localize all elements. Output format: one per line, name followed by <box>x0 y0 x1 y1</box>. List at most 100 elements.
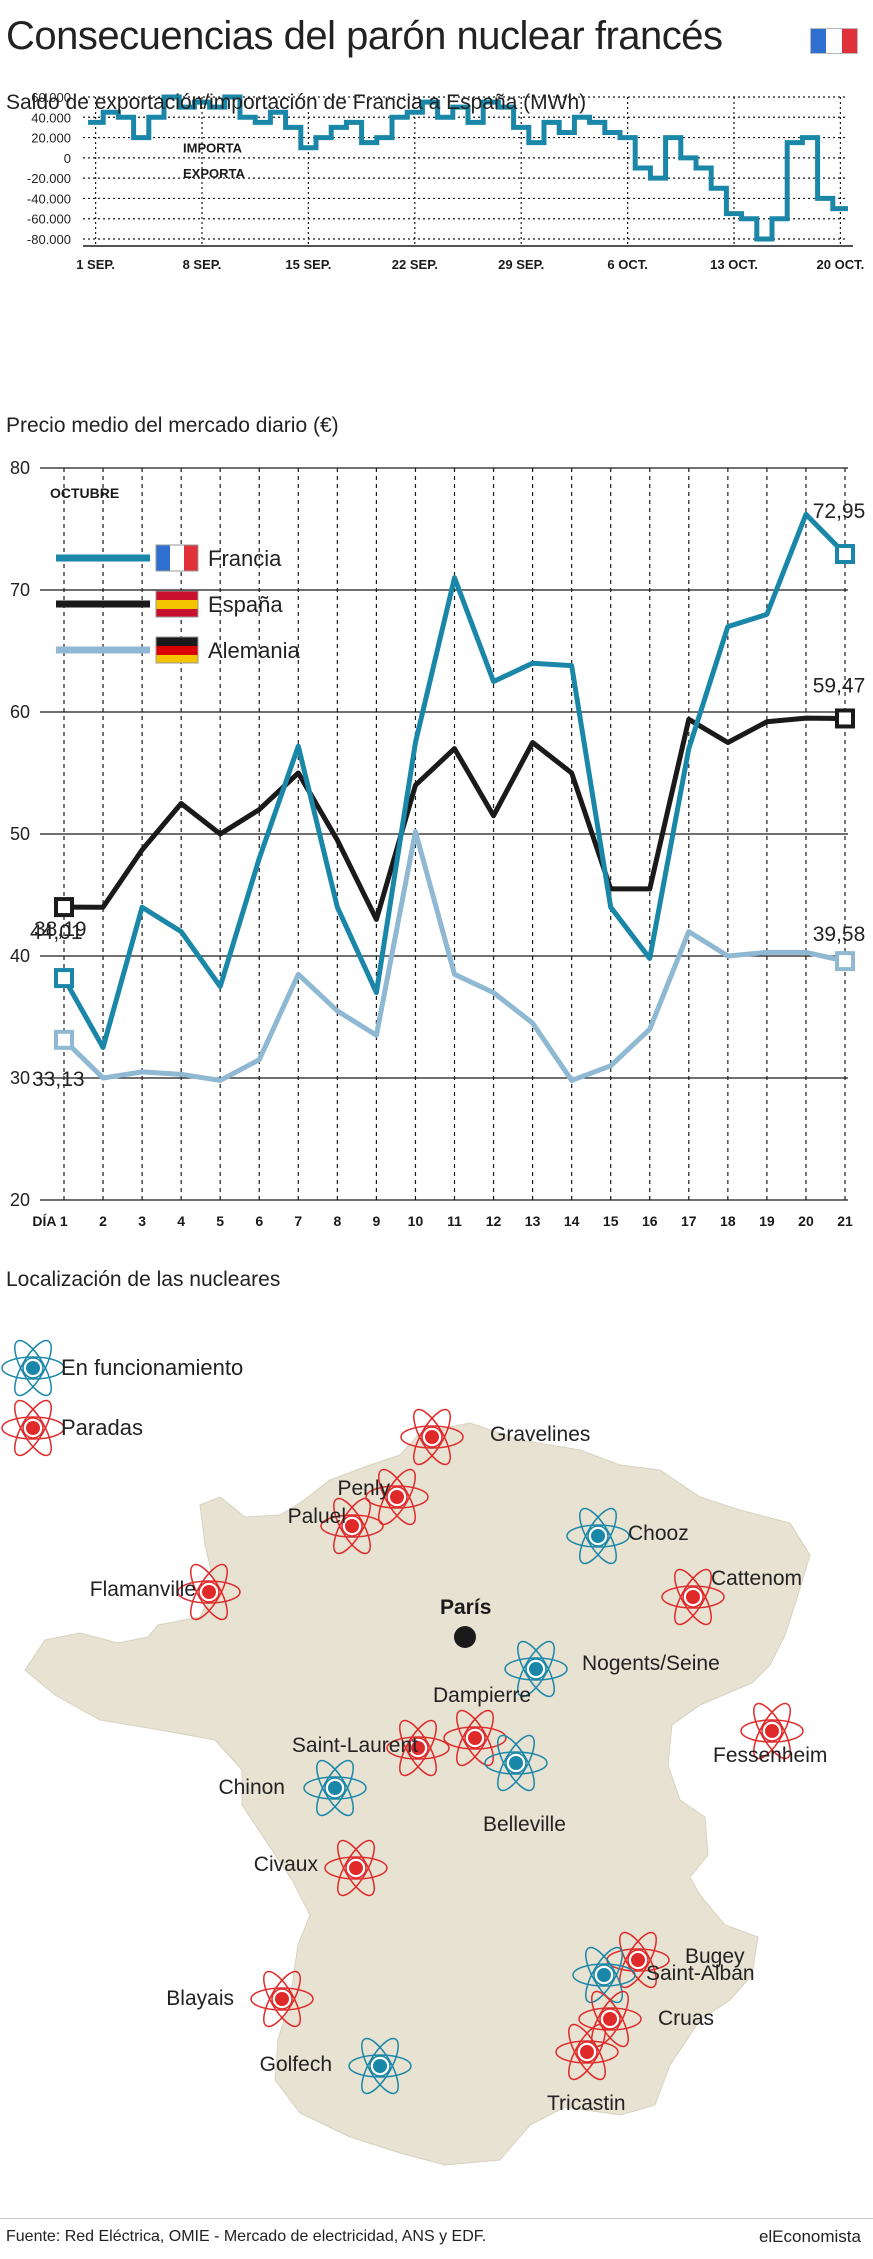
balance-series-line <box>88 94 848 242</box>
x-tick-label: 1 SEP. <box>76 257 115 272</box>
y-tick-label: 30 <box>10 1068 30 1088</box>
atom-nucleus <box>411 1741 425 1755</box>
x-tick-label: 18 <box>720 1213 736 1229</box>
x-tick-label: 11 <box>447 1213 462 1229</box>
x-tick-label: 21 <box>837 1213 853 1229</box>
atom-orbit <box>504 1657 568 1681</box>
france-map: París Gravelines Penly Paluel Chooz Cattenom… <box>1 1339 827 2166</box>
nuclear-plant-stopped-icon <box>400 1408 464 1466</box>
x-tick-label: 5 <box>216 1213 224 1229</box>
atom-orbit <box>484 1751 548 1775</box>
atom-orbit <box>619 1931 657 1989</box>
export-label: EXPORTA <box>183 166 245 181</box>
x-tick-label: 8 <box>333 1213 341 1229</box>
atom-nucleus <box>373 2059 387 2073</box>
y-tick-label: 20.000 <box>31 131 71 146</box>
atom-nucleus <box>591 1529 605 1543</box>
export-import-chart: 60.000 40.000 20.000 0 -20.000 -40.000 -60.000… <box>27 90 864 272</box>
alemania-end-marker <box>835 951 855 972</box>
y-tick-label: 0 <box>64 151 71 166</box>
plant-label: Nogents/Seine <box>582 1652 720 1675</box>
x-tick-label: 20 <box>798 1213 814 1229</box>
atom-orbit <box>568 2023 606 2081</box>
x-tick-label: 17 <box>681 1213 697 1229</box>
atom-orbit <box>361 2037 399 2095</box>
nuclear-plant-running-icon <box>572 1946 636 2004</box>
atom-orbit <box>333 1497 371 1555</box>
espana-start-label: 44,01 <box>30 921 83 944</box>
atom-orbit <box>661 1585 725 1609</box>
plant-label: Cruas <box>658 2007 714 2030</box>
atom-orbit <box>14 1339 52 1397</box>
x-tick-label: 4 <box>177 1213 185 1229</box>
y-tick-label: -60.000 <box>27 212 71 227</box>
atom-orbit <box>378 1468 416 1526</box>
y-tick-label: 60 <box>10 702 30 722</box>
atom-orbit <box>753 1702 791 1760</box>
atom-orbit <box>555 2040 619 2064</box>
atom-orbit <box>399 1719 437 1777</box>
x-tick-label: 8 SEP. <box>183 257 222 272</box>
atom-orbit <box>517 1640 555 1698</box>
flag-border <box>155 590 199 618</box>
legend-stopped-icon <box>1 1399 65 1457</box>
plant-label: Dampierre <box>433 1684 531 1707</box>
atom-orbit <box>177 1580 241 1604</box>
x-tick-label: 6 OCT. <box>607 257 647 272</box>
atom-orbit <box>250 1987 314 2011</box>
x-tick-label: 15 <box>603 1213 619 1229</box>
legend-label-alemania: Alemania <box>208 638 300 663</box>
atom-orbit <box>400 1425 464 1449</box>
x-tick-label: 12 <box>486 1213 502 1229</box>
flag-stripe <box>156 591 198 600</box>
atom-nucleus <box>202 1585 216 1599</box>
atom-orbit <box>320 1514 384 1538</box>
y-tick-label: -20.000 <box>27 171 71 186</box>
nuclear-plant-running-icon <box>566 1507 630 1565</box>
atom-orbit <box>1 1416 65 1440</box>
legend-stopped-label: Paradas <box>61 1415 143 1440</box>
y-tick-label: 50 <box>10 824 30 844</box>
atom-orbit <box>365 1485 429 1509</box>
espana-end-label: 59,47 <box>813 674 866 697</box>
plant-label: Penly <box>337 1477 390 1500</box>
atom-orbit <box>14 1399 52 1457</box>
atom-orbit <box>190 1563 228 1621</box>
nuclear-plant-stopped-icon <box>386 1719 450 1777</box>
legend-running-icon <box>1 1339 65 1397</box>
brand-logo: elEconomista <box>758 2227 861 2246</box>
atom-orbit <box>413 1408 451 1466</box>
flag-stripe <box>184 545 198 571</box>
atom-orbit <box>337 1839 375 1897</box>
nuclear-plant-stopped-icon <box>177 1563 241 1621</box>
atom-orbit <box>443 1726 507 1750</box>
francia-end-marker <box>54 968 74 989</box>
atom-orbit <box>585 1946 623 2004</box>
atom-nucleus <box>529 1662 543 1676</box>
source-note: Fuente: Red Eléctrica, OMIE - Mercado de… <box>6 2228 487 2245</box>
x-tick-label: 6 <box>255 1213 263 1229</box>
francia-flag-icon <box>155 544 199 572</box>
espana-flag-icon <box>155 590 199 618</box>
atom-nucleus <box>580 2045 594 2059</box>
alemania-start-label: 33,13 <box>32 1068 85 1091</box>
plant-label: Civaux <box>254 1853 319 1876</box>
nuclear-plant-running-icon <box>504 1640 568 1698</box>
alemania-end-label: 39,58 <box>813 923 866 946</box>
atom-nucleus <box>597 1968 611 1982</box>
atom-nucleus <box>425 1430 439 1444</box>
x-tick-label: 22 SEP. <box>392 257 438 272</box>
atom-nucleus <box>603 2012 617 2026</box>
alemania-series-line <box>62 829 846 1083</box>
legend-label-espana: España <box>208 592 283 617</box>
atom-orbit <box>337 1839 375 1897</box>
x-tick-label: 13 <box>525 1213 541 1229</box>
espana-end-marker <box>54 897 74 918</box>
atom-nucleus <box>468 1731 482 1745</box>
plant-label: Paluel <box>288 1505 346 1528</box>
atom-orbit <box>399 1719 437 1777</box>
price-chart: 20 30 40 50 60 70 80 DÍA 1 2 3 4 5 6 7 8 9 10 11 12 13 14 15 1… <box>10 458 866 1229</box>
x-tick-label: 16 <box>642 1213 658 1229</box>
month-label: OCTUBRE <box>50 485 119 501</box>
flag-stripe <box>156 609 198 617</box>
